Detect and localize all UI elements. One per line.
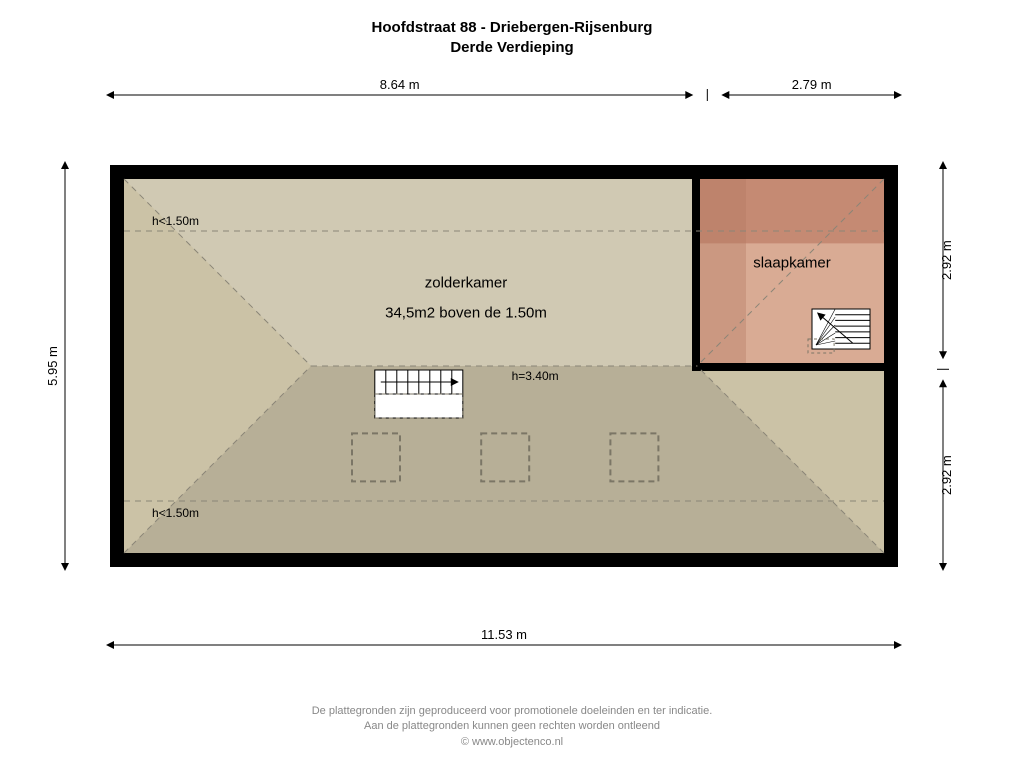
svg-text:11.53 m: 11.53 m [481, 627, 527, 642]
svg-text:h<1.50m: h<1.50m [152, 214, 199, 228]
footer-line2: Aan de plattegronden kunnen geen rechten… [0, 719, 1024, 734]
svg-text:slaapkamer: slaapkamer [753, 254, 831, 271]
svg-text:5.95 m: 5.95 m [45, 346, 60, 386]
footer-line1: De plattegronden zijn geproduceerd voor … [0, 704, 1024, 719]
footer-line3: © www.objectenco.nl [0, 735, 1024, 750]
svg-text:h=3.40m: h=3.40m [512, 369, 559, 383]
svg-text:2.92 m: 2.92 m [939, 240, 954, 280]
svg-text:h<1.50m: h<1.50m [152, 506, 199, 520]
svg-text:zolderkamer: zolderkamer [425, 274, 508, 291]
svg-text:34,5m2 boven de 1.50m: 34,5m2 boven de 1.50m [385, 304, 547, 321]
svg-text:2.79 m: 2.79 m [792, 77, 832, 92]
footer-block: De plattegronden zijn geproduceerd voor … [0, 704, 1024, 750]
svg-text:8.64 m: 8.64 m [380, 77, 420, 92]
svg-text:2.92 m: 2.92 m [939, 455, 954, 495]
floorplan-svg: zolderkamer 34,5m2 boven de 1.50m slaapkam… [0, 0, 1024, 768]
